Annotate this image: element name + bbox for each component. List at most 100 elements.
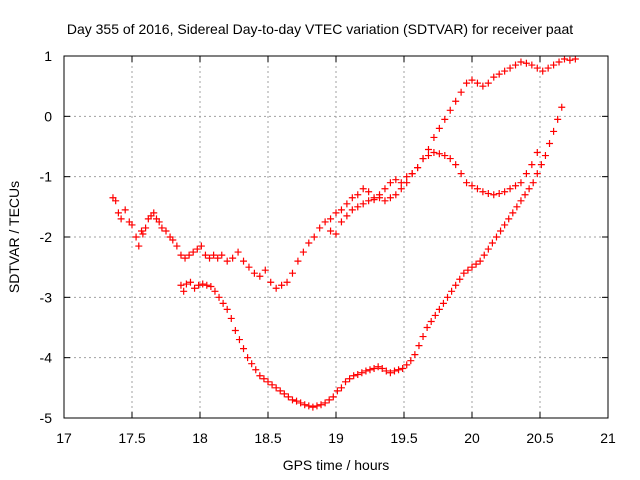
data-point (193, 245, 201, 253)
data-point (359, 185, 367, 193)
data-point (268, 381, 276, 389)
data-point (358, 369, 366, 377)
data-point (537, 161, 545, 169)
data-point (528, 161, 536, 169)
data-point (457, 88, 465, 96)
data-point (260, 375, 268, 383)
data-point (348, 206, 356, 214)
data-point (321, 399, 329, 407)
data-point (337, 384, 345, 392)
data-point (327, 227, 335, 235)
data-point (283, 278, 291, 286)
data-point (528, 61, 536, 69)
data-point (463, 179, 471, 187)
data-point (435, 305, 443, 313)
data-point (517, 58, 525, 66)
data-point (250, 269, 258, 277)
data-point (155, 218, 163, 226)
data-point (293, 397, 301, 405)
data-point (128, 221, 136, 229)
data-point (397, 185, 405, 193)
data-point (472, 260, 480, 268)
y-tick-label: -2 (40, 229, 53, 245)
data-point (276, 387, 284, 395)
data-point (207, 282, 215, 290)
data-point (305, 239, 313, 247)
x-axis-label: GPS time / hours (283, 457, 390, 473)
data-point (280, 390, 288, 398)
data-point (256, 272, 264, 280)
data-point (278, 281, 286, 289)
data-point (550, 127, 558, 135)
x-tick-label: 19.5 (390, 430, 417, 446)
data-point (350, 372, 358, 380)
data-point (235, 336, 243, 344)
data-point (533, 64, 541, 72)
data-point (189, 248, 197, 256)
series-upper-trace (109, 55, 579, 292)
data-point (288, 396, 296, 404)
data-point (374, 363, 382, 371)
data-point (218, 251, 226, 259)
data-point (441, 152, 449, 160)
data-point (411, 351, 419, 359)
data-point (430, 149, 438, 157)
data-point (329, 393, 337, 401)
data-point (522, 170, 530, 178)
data-point (309, 403, 317, 411)
data-point (501, 188, 509, 196)
data-point (264, 378, 272, 386)
data-point (376, 194, 384, 202)
data-point (408, 170, 416, 178)
data-point (512, 182, 520, 190)
data-point (468, 182, 476, 190)
data-point (203, 281, 211, 289)
data-point (468, 263, 476, 271)
data-point (139, 230, 147, 238)
tick-labels: 17 17.5 18 18.5 19 19.5 20 20.5 21 -5 -4 -3 -2 -1 0 1 (40, 48, 616, 446)
data-point (370, 196, 378, 204)
data-point (492, 233, 500, 241)
data-point (177, 281, 185, 289)
data-point (215, 293, 223, 301)
data-point (261, 266, 269, 274)
data-point (495, 190, 503, 198)
data-point (439, 299, 447, 307)
data-point (195, 281, 203, 289)
data-point (199, 280, 207, 288)
data-point (197, 242, 205, 250)
data-point (223, 305, 231, 313)
data-point (419, 155, 427, 163)
data-point (114, 209, 122, 217)
data-point (325, 396, 333, 404)
data-point (505, 215, 513, 223)
data-point (252, 366, 260, 374)
data-point (468, 76, 476, 84)
data-point (430, 133, 438, 141)
data-point (473, 79, 481, 87)
data-point (386, 194, 394, 202)
data-point (480, 251, 488, 259)
y-axis-label: SDTVAR / TECUs (6, 181, 22, 293)
x-tick-label: 17 (56, 430, 72, 446)
data-point (362, 367, 370, 375)
data-point (554, 115, 562, 123)
data-point (359, 200, 367, 208)
data-point (501, 221, 509, 229)
data-point (267, 278, 275, 286)
data-point (211, 287, 219, 295)
data-point (456, 275, 464, 283)
data-point (288, 269, 296, 277)
data-point (390, 367, 398, 375)
data-point (497, 227, 505, 235)
data-point (386, 369, 394, 377)
data-point (313, 402, 321, 410)
data-point (423, 324, 431, 331)
data-point (272, 284, 280, 292)
data-point (392, 176, 400, 184)
data-point (444, 293, 452, 301)
data-point (427, 317, 435, 325)
data-point (558, 103, 566, 111)
x-tick-label: 17.5 (118, 430, 145, 446)
